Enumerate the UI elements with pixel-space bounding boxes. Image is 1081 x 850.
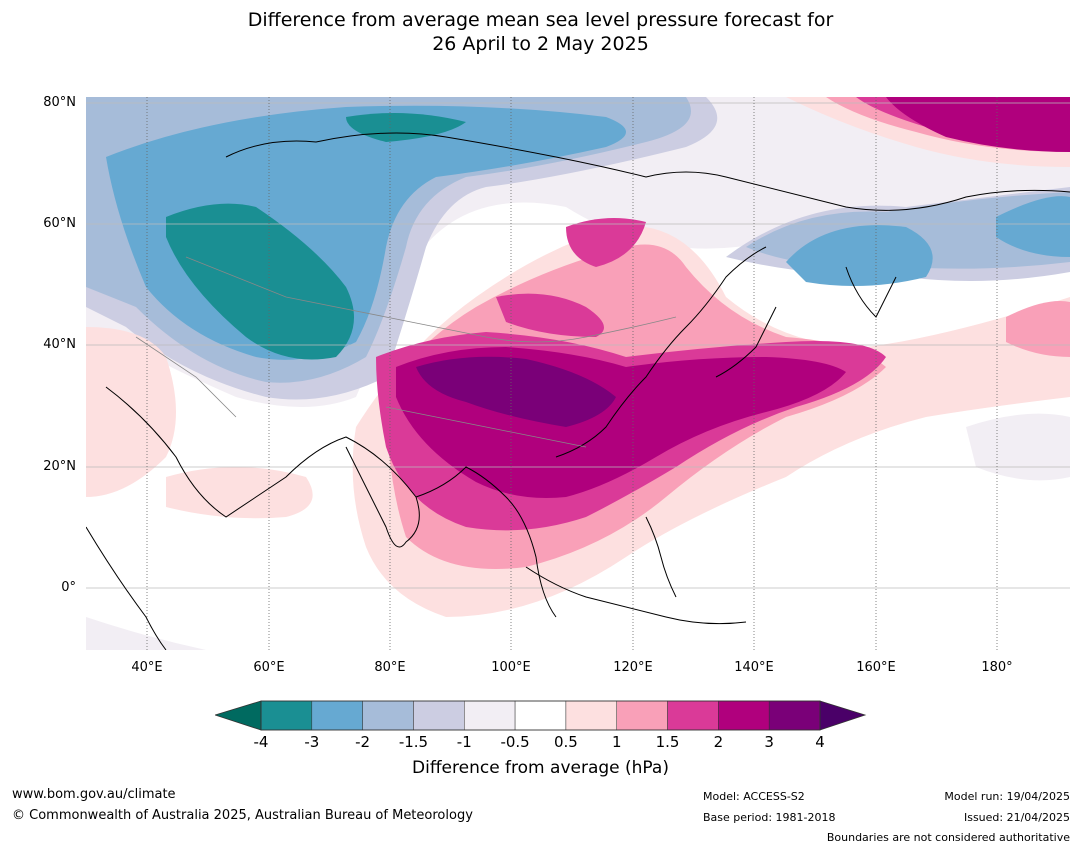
- anomaly-region-pos1-5-north: [566, 218, 646, 267]
- footer-base-period: Base period: 1981-2018: [703, 811, 836, 824]
- lat-label-20n: 20°N: [43, 459, 76, 474]
- anomaly-region-pos2-northeast: [886, 97, 1070, 152]
- coastline-arabia-india: [105, 386, 420, 548]
- footer-disclaimer: Boundaries are not considered authoritat…: [826, 831, 1070, 844]
- footer-model: Model: ACCESS-S2: [703, 790, 805, 803]
- graticule: [86, 102, 1070, 589]
- colorbar: [215, 700, 867, 731]
- lon-label-100e: 100°E: [491, 660, 531, 675]
- anomaly-region-light-negative-south: [86, 617, 206, 650]
- title-line-2: 26 April to 2 May 2025: [432, 33, 649, 55]
- colorbar-tick-label: 3: [764, 733, 774, 751]
- lat-label-80n: 80°N: [43, 95, 76, 110]
- footer-website[interactable]: www.bom.gov.au/climate: [12, 787, 176, 802]
- anomaly-region-neg3-far-east: [996, 196, 1070, 257]
- colorbar-tick-label: -0.5: [500, 733, 530, 751]
- colorbar-tick-label: 1.5: [655, 733, 680, 751]
- anomaly-region-neg4-north: [346, 113, 466, 142]
- lon-label-40e: 40°E: [131, 660, 163, 675]
- colorbar-tick-label: 2: [713, 733, 724, 751]
- anomaly-region-pos0-5-arabia: [166, 467, 313, 519]
- coastline-africa: [86, 526, 167, 650]
- country-borders: [135, 256, 677, 448]
- anomaly-region-pos1-east: [1006, 301, 1070, 357]
- colorbar-cell: [667, 700, 719, 731]
- coastline-japan: [715, 306, 777, 378]
- lat-label-40n: 40°N: [43, 337, 76, 352]
- colorbar-cell: [362, 700, 414, 731]
- colorbar-cell: [311, 700, 363, 731]
- title-line-1: Difference from average mean sea level p…: [247, 9, 834, 31]
- colorbar-cell: [413, 700, 465, 731]
- meridians: [146, 97, 998, 650]
- colorbar-cell: [260, 700, 313, 731]
- pressure-anomaly-map: [86, 97, 1070, 650]
- anomaly-region-neg3-east: [786, 225, 933, 286]
- footer-copyright: © Commonwealth of Australia 2025, Austra…: [12, 808, 473, 823]
- coastline-kamchatka: [845, 266, 897, 318]
- colorbar-tick-label: -2: [355, 733, 371, 751]
- coastline-east-asia: [555, 246, 767, 458]
- colorbar-cell: [718, 700, 770, 731]
- colorbar-tick-label: 0.5: [553, 733, 578, 751]
- anomaly-region-neg4-west: [166, 203, 354, 360]
- border-himalaya: [385, 406, 587, 448]
- lon-label-160e: 160°E: [856, 660, 896, 675]
- map-title: Difference from average mean sea level p…: [0, 8, 1081, 56]
- lon-label-140e: 140°E: [734, 660, 774, 675]
- anomaly-region-light-negative-east: [966, 413, 1070, 481]
- lon-label-180: 180°: [981, 660, 1013, 675]
- lon-label-60e: 60°E: [253, 660, 285, 675]
- anomaly-region-pos0-5-west: [86, 327, 176, 497]
- colorbar-cell: [616, 700, 668, 731]
- lon-label-80e: 80°E: [374, 660, 406, 675]
- colorbar-cell: [565, 700, 617, 731]
- anomaly-region-pos3: [416, 356, 616, 427]
- border-iran: [135, 336, 237, 418]
- colorbar-cell: [514, 700, 567, 731]
- lat-label-60n: 60°N: [43, 216, 76, 231]
- colorbar-cell: [768, 700, 821, 731]
- colorbar-tick-label: -1.5: [398, 733, 429, 751]
- coastline-bay-of-bengal: [415, 466, 557, 618]
- lon-label-120e: 120°E: [613, 660, 653, 675]
- colorbar-tick-label: -4: [253, 733, 269, 751]
- colorbar-label: Difference from average (hPa): [412, 758, 669, 778]
- coastlines: [86, 132, 1070, 650]
- colorbar-tick-label: -1: [456, 733, 472, 751]
- colorbar-tick-label: 1: [611, 733, 622, 751]
- anomaly-region-pos1-5-mongolia: [496, 293, 604, 337]
- colorbar-cells: [260, 700, 821, 731]
- coastline-arctic: [225, 132, 1070, 211]
- colorbar-under-arrow: [215, 701, 261, 730]
- colorbar-cell: [464, 700, 516, 731]
- lat-label-0: 0°: [61, 580, 76, 595]
- border-central-asia: [185, 256, 677, 343]
- footer-issued: Issued: 21/04/2025: [963, 811, 1070, 824]
- coastline-indonesia: [525, 566, 747, 625]
- colorbar-tick-label: -3: [304, 733, 320, 751]
- colorbar-over-arrow: [820, 701, 865, 730]
- coastline-philippines: [645, 516, 677, 598]
- colorbar-tick-label: 4: [815, 733, 825, 751]
- footer-model-run: Model run: 19/04/2025: [944, 790, 1070, 803]
